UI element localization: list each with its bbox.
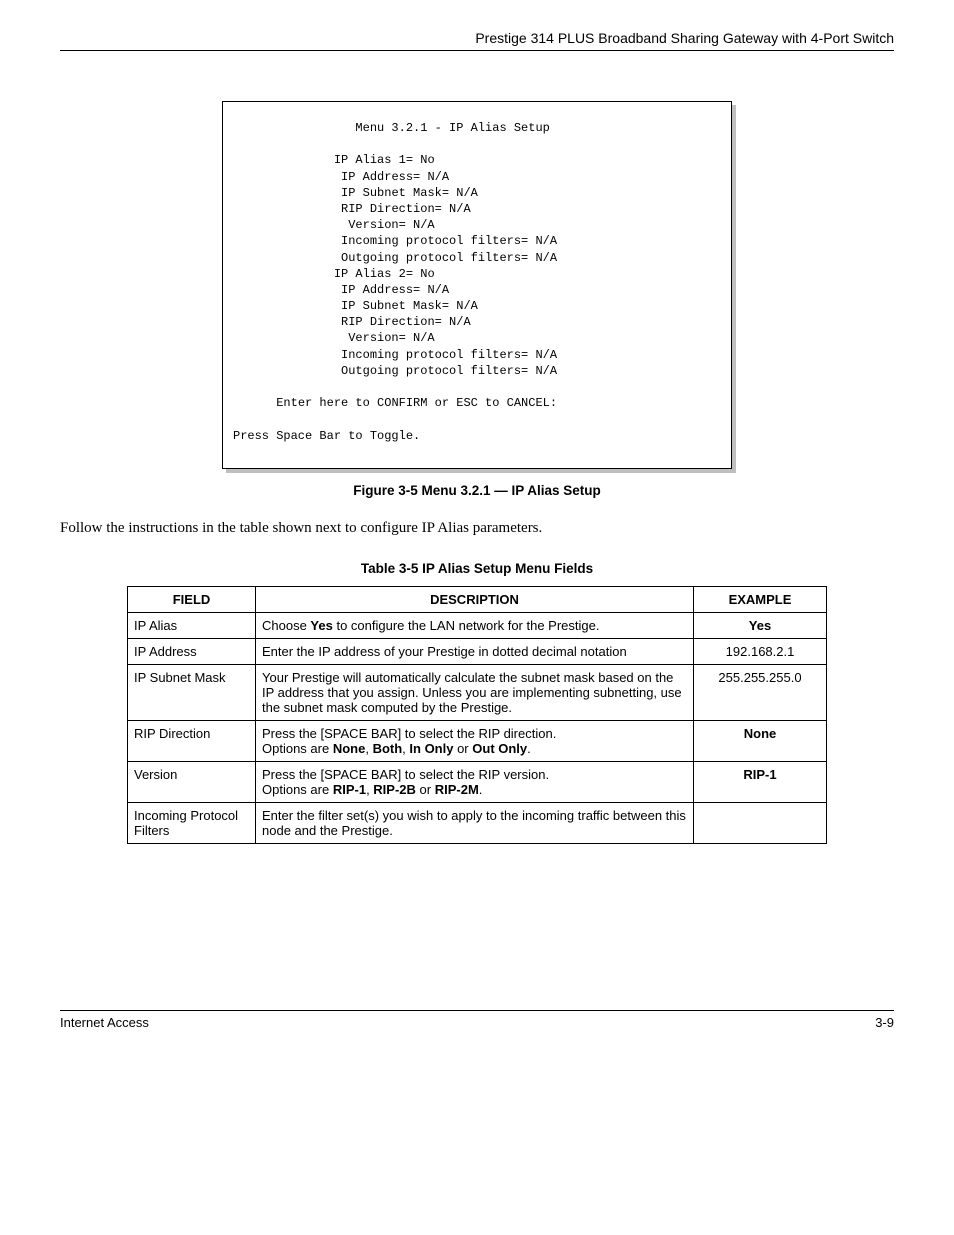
table-caption: Table 3-5 IP Alias Setup Menu Fields [60, 561, 894, 576]
body-paragraph: Follow the instructions in the table sho… [60, 520, 894, 537]
th-field: FIELD [128, 586, 256, 612]
cell-desc: Enter the IP address of your Prestige in… [256, 638, 694, 664]
terminal-box: Menu 3.2.1 - IP Alias Setup IP Alias 1= … [222, 101, 732, 469]
cell-field: Incoming Protocol Filters [128, 802, 256, 843]
cell-desc: Your Prestige will automatically calcula… [256, 664, 694, 720]
table-row: IP Subnet Mask Your Prestige will automa… [128, 664, 827, 720]
page: Prestige 314 PLUS Broadband Sharing Gate… [0, 0, 954, 1235]
page-footer: Internet Access 3-9 [60, 1010, 894, 1030]
cell-field: Version [128, 761, 256, 802]
footer-right: 3-9 [875, 1015, 894, 1030]
table-row: Incoming Protocol Filters Enter the filt… [128, 802, 827, 843]
cell-field: RIP Direction [128, 720, 256, 761]
cell-example [694, 802, 827, 843]
cell-example: 255.255.255.0 [694, 664, 827, 720]
cell-field: IP Address [128, 638, 256, 664]
footer-left: Internet Access [60, 1015, 149, 1030]
table-row: IP Address Enter the IP address of your … [128, 638, 827, 664]
table-row: Version Press the [SPACE BAR] to select … [128, 761, 827, 802]
th-example: EXAMPLE [694, 586, 827, 612]
terminal-content: Menu 3.2.1 - IP Alias Setup IP Alias 1= … [222, 101, 732, 469]
terminal-line: Menu 3.2.1 - IP Alias Setup IP Alias 1= … [233, 121, 557, 443]
table-header-row: FIELD DESCRIPTION EXAMPLE [128, 586, 827, 612]
cell-desc: Enter the filter set(s) you wish to appl… [256, 802, 694, 843]
table-row: IP Alias Choose Yes to configure the LAN… [128, 612, 827, 638]
cell-example: RIP-1 [694, 761, 827, 802]
cell-desc: Choose Yes to configure the LAN network … [256, 612, 694, 638]
cell-example: None [694, 720, 827, 761]
figure-caption: Figure 3-5 Menu 3.2.1 — IP Alias Setup [60, 483, 894, 498]
cell-field: IP Subnet Mask [128, 664, 256, 720]
th-description: DESCRIPTION [256, 586, 694, 612]
cell-example: Yes [694, 612, 827, 638]
fields-table: FIELD DESCRIPTION EXAMPLE IP Alias Choos… [127, 586, 827, 844]
table-row: RIP Direction Press the [SPACE BAR] to s… [128, 720, 827, 761]
cell-desc: Press the [SPACE BAR] to select the RIP … [256, 761, 694, 802]
cell-example: 192.168.2.1 [694, 638, 827, 664]
page-header: Prestige 314 PLUS Broadband Sharing Gate… [60, 30, 894, 51]
cell-field: IP Alias [128, 612, 256, 638]
cell-desc: Press the [SPACE BAR] to select the RIP … [256, 720, 694, 761]
